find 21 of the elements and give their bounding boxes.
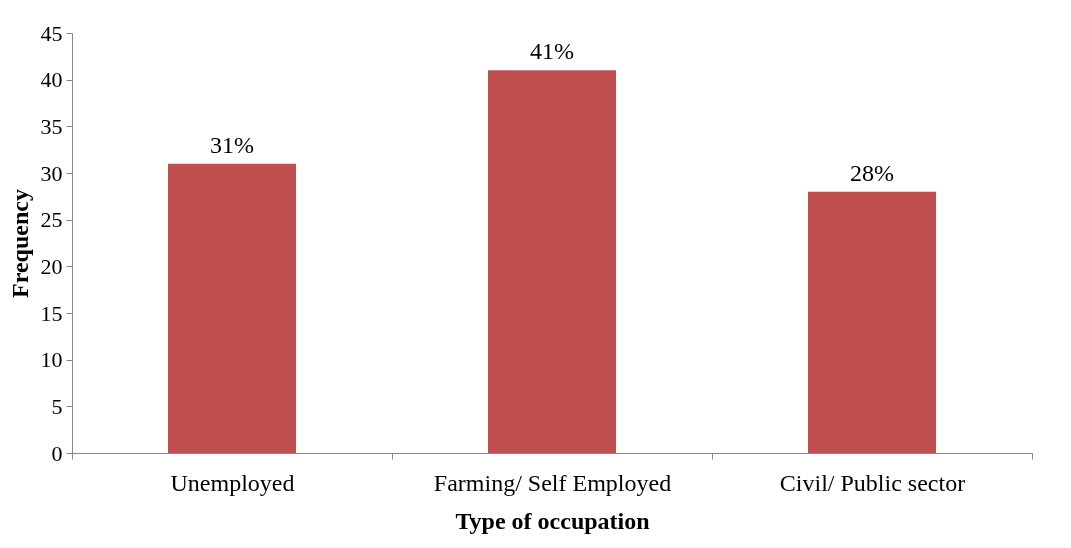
- y-tick-label: 20: [40, 253, 63, 279]
- data-label: 28%: [850, 159, 894, 186]
- x-tick-label: Farming/ Self Employed: [433, 469, 672, 496]
- y-tick-label: 25: [40, 207, 63, 233]
- y-tick-label: 45: [40, 20, 63, 46]
- data-label: 41%: [530, 38, 574, 65]
- x-tick-label: Unemployed: [170, 469, 295, 496]
- y-tick-label: 5: [51, 393, 63, 419]
- bar: [488, 70, 616, 453]
- y-tick-label: 0: [51, 440, 63, 466]
- bar: [808, 191, 936, 453]
- x-axis-title: Type of occupation: [455, 507, 650, 534]
- y-tick-label: 40: [40, 67, 63, 93]
- bar: [168, 163, 296, 453]
- x-tick-label: Civil/ Public sector: [779, 469, 966, 496]
- y-tick-label: 30: [40, 160, 63, 186]
- data-label: 31%: [210, 131, 254, 158]
- y-tick-label: 10: [40, 347, 63, 373]
- y-tick-label: 15: [40, 300, 63, 326]
- y-tick-label: 35: [40, 113, 63, 139]
- y-axis-title: Frequency: [6, 189, 33, 298]
